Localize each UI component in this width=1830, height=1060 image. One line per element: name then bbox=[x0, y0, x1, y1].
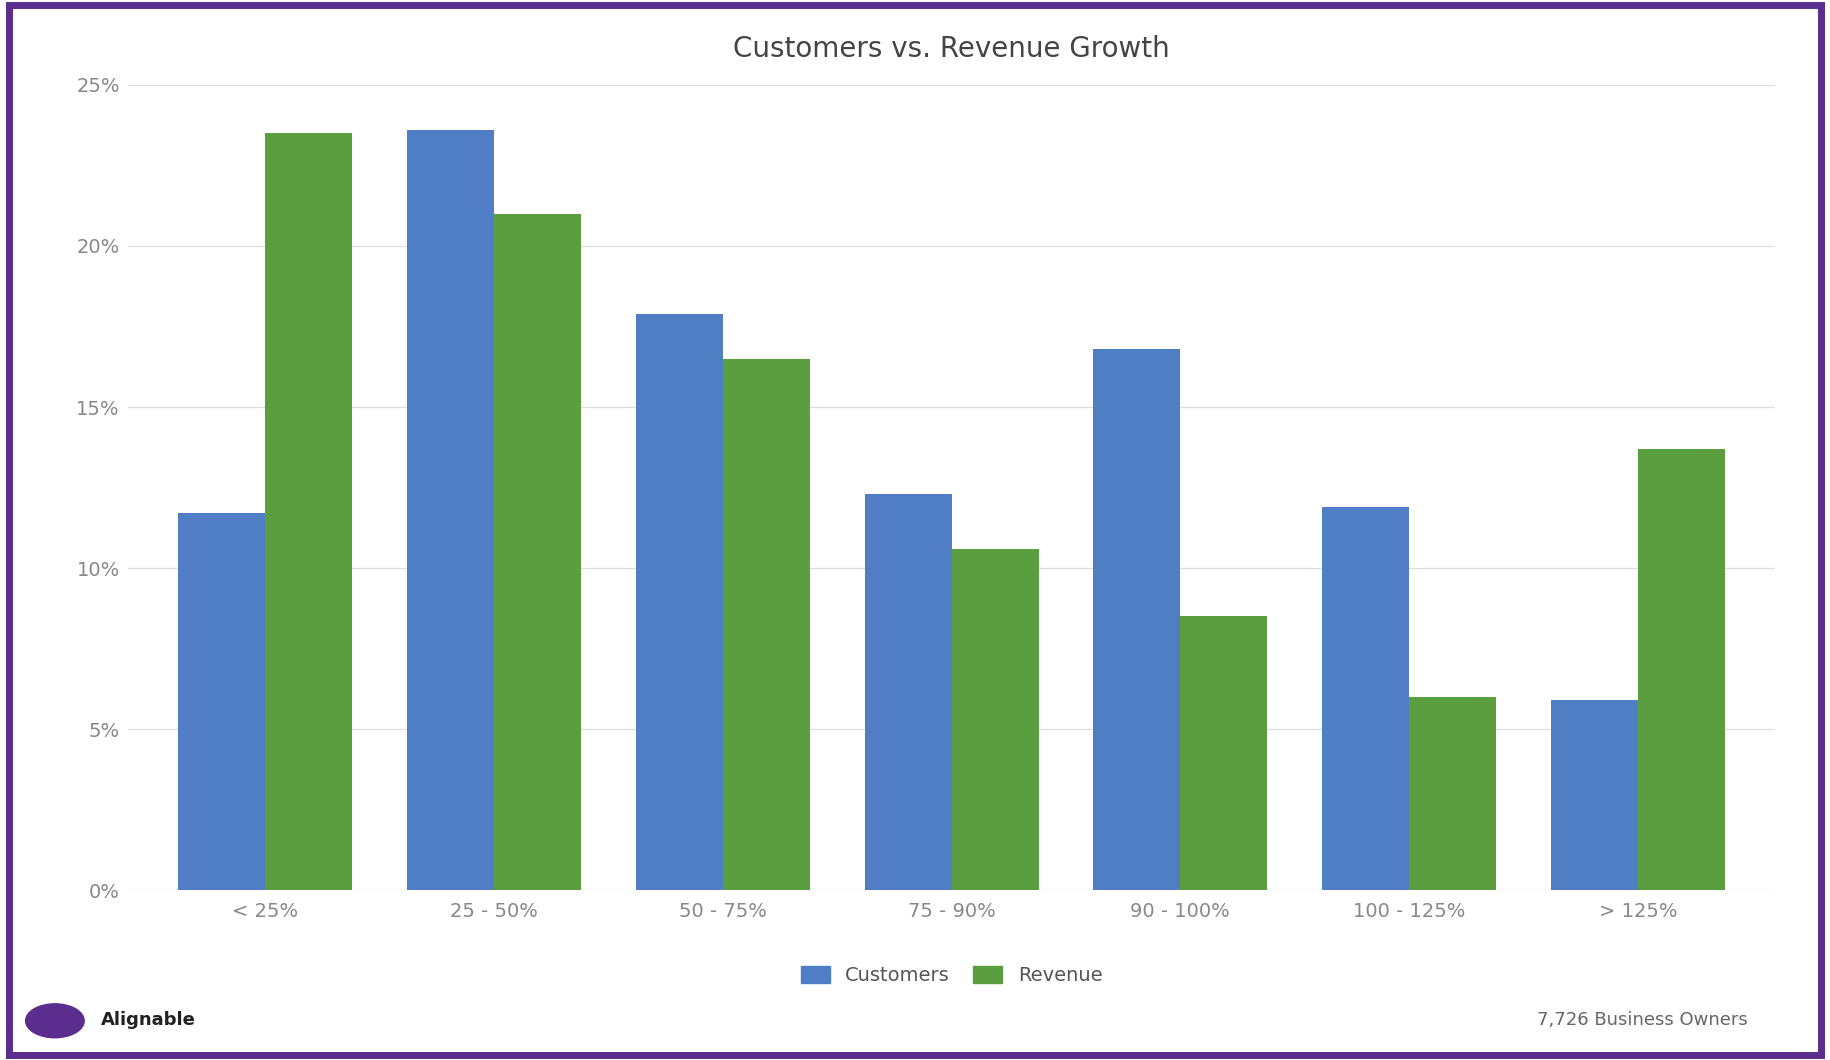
Bar bbox=[952, 549, 1039, 890]
Bar bbox=[179, 513, 265, 890]
Bar bbox=[1409, 697, 1495, 890]
Title: Customers vs. Revenue Growth: Customers vs. Revenue Growth bbox=[734, 35, 1169, 63]
Bar bbox=[1550, 701, 1638, 890]
Bar bbox=[1638, 449, 1724, 890]
Bar bbox=[637, 314, 723, 890]
Bar bbox=[408, 130, 494, 890]
Bar bbox=[494, 214, 582, 890]
Bar bbox=[1094, 349, 1180, 890]
Text: 7,726 Business Owners: 7,726 Business Owners bbox=[1537, 1011, 1748, 1028]
Bar bbox=[723, 358, 809, 890]
Bar bbox=[1321, 507, 1409, 890]
Bar bbox=[1180, 617, 1266, 890]
Bar bbox=[265, 134, 353, 890]
Text: Alignable: Alignable bbox=[101, 1011, 196, 1028]
Legend: Customers, Revenue: Customers, Revenue bbox=[800, 966, 1103, 986]
Bar bbox=[866, 494, 952, 890]
